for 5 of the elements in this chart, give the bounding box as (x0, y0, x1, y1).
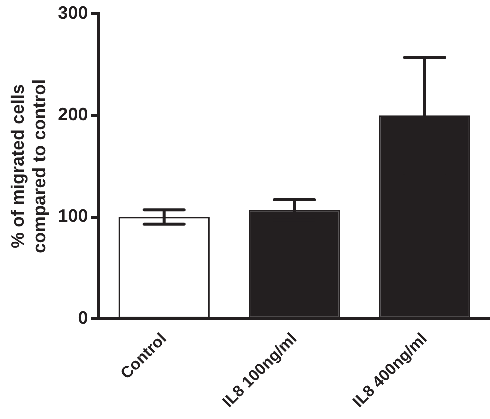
y-tick-label: 200 (58, 104, 88, 125)
y-tick-label: 0 (78, 308, 88, 328)
y-tick-label: 100 (58, 206, 88, 226)
y-tick-label: 300 (58, 2, 88, 23)
y-axis-title: % of migrated cells compared to control (8, 79, 50, 254)
